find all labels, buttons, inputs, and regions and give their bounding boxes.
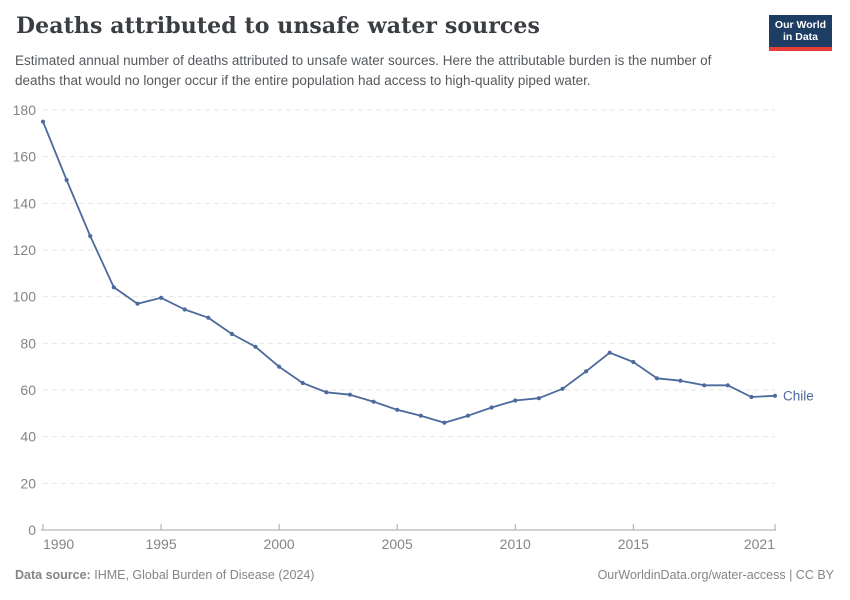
- data-point[interactable]: [40, 119, 46, 124]
- x-tick-label: 1995: [145, 536, 176, 552]
- y-tick-label: 180: [13, 102, 37, 118]
- x-tick-label: 2005: [382, 536, 413, 552]
- chart-footer: Data source: IHME, Global Burden of Dise…: [15, 566, 834, 584]
- data-point[interactable]: [465, 413, 471, 418]
- data-point[interactable]: [772, 393, 778, 398]
- x-tick-label: 2000: [264, 536, 295, 552]
- owid-logo-line1: Our World: [774, 19, 827, 31]
- data-point[interactable]: [229, 331, 234, 337]
- data-point[interactable]: [324, 390, 329, 395]
- owid-logo[interactable]: Our World in Data: [769, 15, 832, 51]
- data-point[interactable]: [725, 383, 730, 388]
- y-tick-label: 20: [20, 475, 36, 491]
- data-point[interactable]: [159, 295, 164, 300]
- x-tick-label: 2021: [744, 536, 775, 552]
- data-point[interactable]: [88, 233, 93, 239]
- series-line[interactable]: [42, 120, 776, 424]
- series-end-label[interactable]: Chile: [783, 388, 814, 403]
- data-point[interactable]: [678, 378, 683, 383]
- data-point[interactable]: [111, 285, 116, 290]
- data-source-label: Data source:: [15, 568, 91, 582]
- chart-subtitle: Estimated annual number of deaths attrib…: [15, 53, 712, 88]
- data-point[interactable]: [607, 350, 612, 355]
- attribution[interactable]: OurWorldinData.org/water-access | CC BY: [597, 568, 834, 582]
- data-point[interactable]: [253, 344, 258, 349]
- data-point[interactable]: [702, 383, 707, 388]
- data-point[interactable]: [631, 359, 636, 365]
- x-tick-label: 2010: [500, 536, 531, 552]
- x-tick-label: 2015: [618, 536, 649, 552]
- data-point[interactable]: [277, 364, 282, 369]
- page-title: Deaths attributed to unsafe water source…: [16, 13, 541, 39]
- data-point[interactable]: [513, 398, 518, 403]
- y-tick-label: 160: [13, 149, 37, 165]
- data-source: Data source: IHME, Global Burden of Dise…: [15, 566, 314, 584]
- data-point[interactable]: [300, 380, 305, 386]
- data-point[interactable]: [135, 301, 140, 306]
- data-point[interactable]: [64, 177, 69, 183]
- x-tick-label: 1990: [43, 536, 74, 552]
- y-tick-label: 100: [13, 289, 37, 305]
- data-point[interactable]: [371, 399, 376, 404]
- y-tick-label: 40: [20, 429, 36, 445]
- data-point[interactable]: [536, 396, 542, 401]
- data-point[interactable]: [749, 394, 754, 400]
- data-source-text: IHME, Global Burden of Disease (2024): [94, 568, 315, 582]
- y-tick-label: 140: [13, 195, 37, 211]
- data-point[interactable]: [584, 369, 589, 374]
- data-point[interactable]: [347, 392, 353, 397]
- data-point[interactable]: [182, 307, 187, 312]
- data-point[interactable]: [418, 413, 423, 418]
- y-tick-label: 0: [28, 522, 36, 538]
- y-tick-label: 60: [20, 382, 36, 398]
- y-tick-label: 80: [20, 335, 36, 351]
- data-point[interactable]: [489, 405, 494, 410]
- data-point[interactable]: [654, 376, 660, 381]
- data-point[interactable]: [395, 407, 400, 412]
- y-tick-label: 120: [13, 242, 37, 258]
- data-point[interactable]: [206, 315, 211, 320]
- data-point[interactable]: [442, 420, 447, 425]
- owid-logo-line2: in Data: [782, 30, 818, 43]
- data-point[interactable]: [560, 386, 565, 391]
